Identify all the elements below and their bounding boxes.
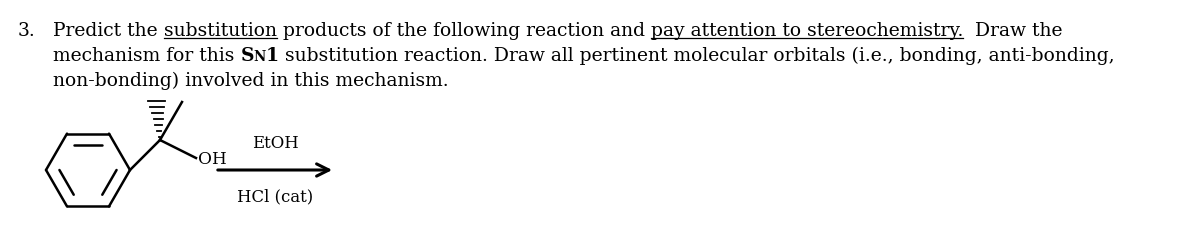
Text: Draw the: Draw the <box>964 22 1062 40</box>
Text: EtOH: EtOH <box>252 135 299 152</box>
Text: non-bonding) involved in this mechanism.: non-bonding) involved in this mechanism. <box>53 72 449 90</box>
Text: S: S <box>240 47 254 65</box>
Text: HCl (cat): HCl (cat) <box>236 188 313 205</box>
Text: N: N <box>254 50 266 64</box>
Text: substitution: substitution <box>163 22 277 40</box>
Text: products of the following reaction and: products of the following reaction and <box>277 22 650 40</box>
Text: OH: OH <box>198 151 227 168</box>
Text: substitution reaction. Draw all pertinent molecular orbitals (i.e., bonding, ant: substitution reaction. Draw all pertinen… <box>280 47 1115 65</box>
Text: 3.: 3. <box>18 22 36 40</box>
Text: Predict the: Predict the <box>53 22 163 40</box>
Text: mechanism for this: mechanism for this <box>53 47 240 65</box>
Text: 1: 1 <box>266 47 280 65</box>
Text: pay attention to stereochemistry.: pay attention to stereochemistry. <box>650 22 964 40</box>
